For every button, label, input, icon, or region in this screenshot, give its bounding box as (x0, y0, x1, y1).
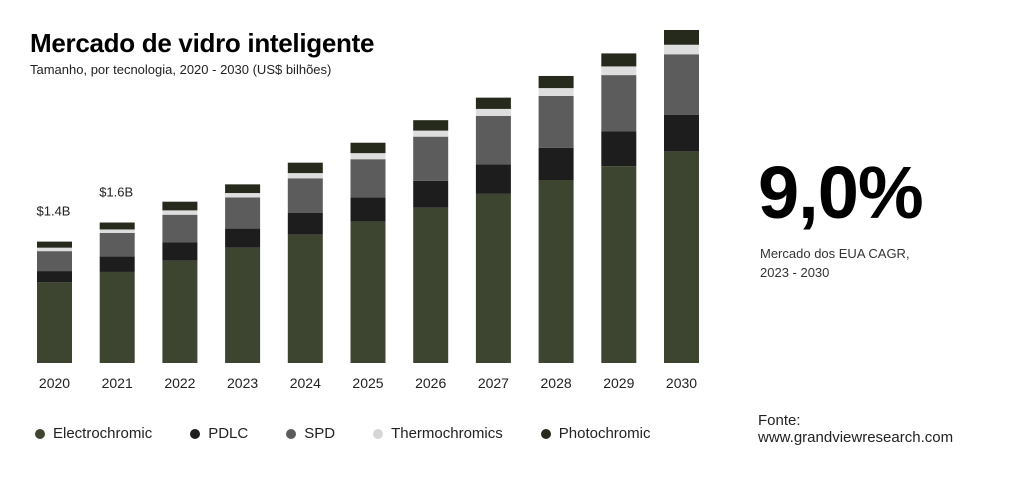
bar-segment-thermochromics-2024 (287, 173, 323, 179)
bar-segment-spd-2024 (287, 178, 323, 213)
legend-swatch-spd (286, 428, 297, 439)
legend-item-spd: SPD (286, 425, 335, 442)
cagr-label-line1: Mercado dos EUA CAGR, (760, 246, 910, 261)
bar-segment-thermochromics-2027 (475, 108, 511, 116)
x-tick-label-2027: 2027 (478, 375, 509, 391)
bar-segment-spd-2023 (225, 197, 261, 229)
x-tick-label-2021: 2021 (102, 375, 133, 391)
cagr-label: Mercado dos EUA CAGR, 2023 - 2030 (760, 244, 960, 282)
bar-segment-photochromic-2024 (287, 162, 323, 174)
bar-segment-photochromic-2023 (225, 184, 261, 194)
bar-segment-thermochromics-2028 (538, 88, 574, 96)
legend-label-photochromic: Photochromic (558, 425, 651, 442)
legend-swatch-photochromic (540, 428, 551, 439)
chart-title: Mercado de vidro inteligente (30, 28, 375, 58)
bar-segment-pdlc-2029 (601, 131, 637, 167)
bar-segment-pdlc-2026 (413, 180, 449, 208)
bar-segment-electrochromic-2029 (601, 166, 637, 363)
bar-segment-photochromic-2029 (601, 53, 637, 67)
chart-legend: Electrochromic PDLC SPD Thermochromics Photo… (35, 425, 688, 442)
bar-segment-thermochromics-2022 (162, 210, 198, 215)
bar-segment-photochromic-2027 (475, 97, 511, 109)
stacked-bar-chart: 2020 $1.4B 2021 $1.6B 2022 2023 2024 2025 2026 20… (37, 30, 699, 391)
bar-segment-pdlc-2020 (37, 271, 72, 283)
bar-segment-pdlc-2025 (350, 197, 386, 222)
bar-segment-thermochromics-2025 (350, 153, 386, 160)
bar-segment-electrochromic-2028 (538, 180, 574, 363)
bar-segment-pdlc-2030 (664, 114, 699, 152)
bar-segment-thermochromics-2026 (413, 130, 449, 137)
legend-swatch-pdlc (190, 428, 201, 439)
bar-segment-spd-2027 (475, 115, 511, 165)
legend-item-electrochromic: Electrochromic (35, 425, 152, 442)
legend-label-electrochromic: Electrochromic (53, 425, 153, 442)
legend-swatch-electrochromic (35, 428, 45, 439)
bar-segment-electrochromic-2027 (475, 193, 511, 363)
bar-segment-photochromic-2030 (664, 30, 699, 45)
bar-segment-photochromic-2021 (99, 222, 135, 230)
source-url[interactable]: www.grandviewresearch.com (758, 429, 954, 446)
legend-label-spd: SPD (304, 425, 336, 442)
bar-segment-electrochromic-2022 (162, 260, 198, 363)
bar-segment-spd-2020 (37, 251, 72, 272)
bar-segment-pdlc-2028 (538, 147, 574, 181)
x-tick-label-2025: 2025 (352, 375, 383, 391)
data-label-2020: $1.4B (37, 204, 71, 219)
legend-item-thermochromics: Thermochromics (373, 425, 503, 442)
legend-label-pdlc: PDLC (208, 425, 249, 442)
source-note: Fonte: www.grandviewresearch.com (758, 412, 953, 446)
x-tick-label-2024: 2024 (290, 375, 321, 391)
x-tick-label-2026: 2026 (415, 375, 446, 391)
bar-segment-pdlc-2023 (225, 228, 261, 248)
x-tick-label-2022: 2022 (164, 375, 195, 391)
bar-segment-spd-2025 (350, 159, 386, 198)
bar-segment-thermochromics-2030 (664, 44, 699, 55)
bar-segment-electrochromic-2025 (350, 221, 386, 363)
bar-segment-photochromic-2028 (538, 75, 574, 89)
data-label-2021: $1.6B (99, 185, 133, 200)
bar-segment-electrochromic-2026 (413, 207, 449, 363)
bar-segment-thermochromics-2023 (225, 193, 261, 198)
bar-segment-electrochromic-2020 (37, 282, 72, 363)
x-tick-label-2029: 2029 (603, 375, 634, 391)
bar-segment-electrochromic-2023 (225, 247, 261, 363)
bar-segment-photochromic-2020 (37, 241, 72, 248)
cagr-value: 9,0% (758, 151, 924, 234)
bar-segment-pdlc-2021 (99, 256, 135, 272)
bar-segment-pdlc-2022 (162, 242, 198, 261)
legend-item-pdlc: PDLC (190, 425, 248, 442)
bar-segment-photochromic-2026 (413, 120, 449, 131)
x-tick-label-2030: 2030 (666, 375, 697, 391)
x-tick-label-2023: 2023 (227, 375, 258, 391)
legend-swatch-thermochromics (373, 428, 384, 439)
bar-segment-spd-2022 (162, 214, 198, 243)
bar-segment-spd-2026 (413, 136, 449, 181)
x-tick-label-2020: 2020 (39, 375, 70, 391)
legend-label-thermochromics: Thermochromics (391, 425, 503, 442)
bar-segment-thermochromics-2021 (99, 229, 135, 233)
legend-item-photochromic: Photochromic (540, 425, 651, 442)
bar-segment-thermochromics-2020 (37, 247, 72, 252)
bar-segment-pdlc-2024 (287, 212, 323, 235)
bar-segment-electrochromic-2024 (287, 234, 323, 363)
source-label: Fonte: (758, 412, 801, 429)
bar-segment-thermochromics-2029 (601, 66, 637, 76)
bar-segment-spd-2029 (601, 75, 637, 132)
chart-subtitle: Tamanho, por tecnologia, 2020 - 2030 (US… (30, 62, 332, 77)
bar-segment-electrochromic-2030 (664, 151, 699, 363)
x-tick-label-2028: 2028 (541, 375, 572, 391)
bar-segment-electrochromic-2021 (99, 271, 135, 363)
bar-segment-spd-2028 (538, 95, 574, 148)
bar-segment-spd-2021 (99, 232, 135, 257)
bar-segment-spd-2030 (664, 54, 699, 115)
bar-segment-photochromic-2022 (162, 201, 198, 211)
bar-segment-photochromic-2025 (350, 142, 386, 154)
bar-segment-pdlc-2027 (475, 164, 511, 194)
cagr-label-line2: 2023 - 2030 (760, 265, 830, 280)
